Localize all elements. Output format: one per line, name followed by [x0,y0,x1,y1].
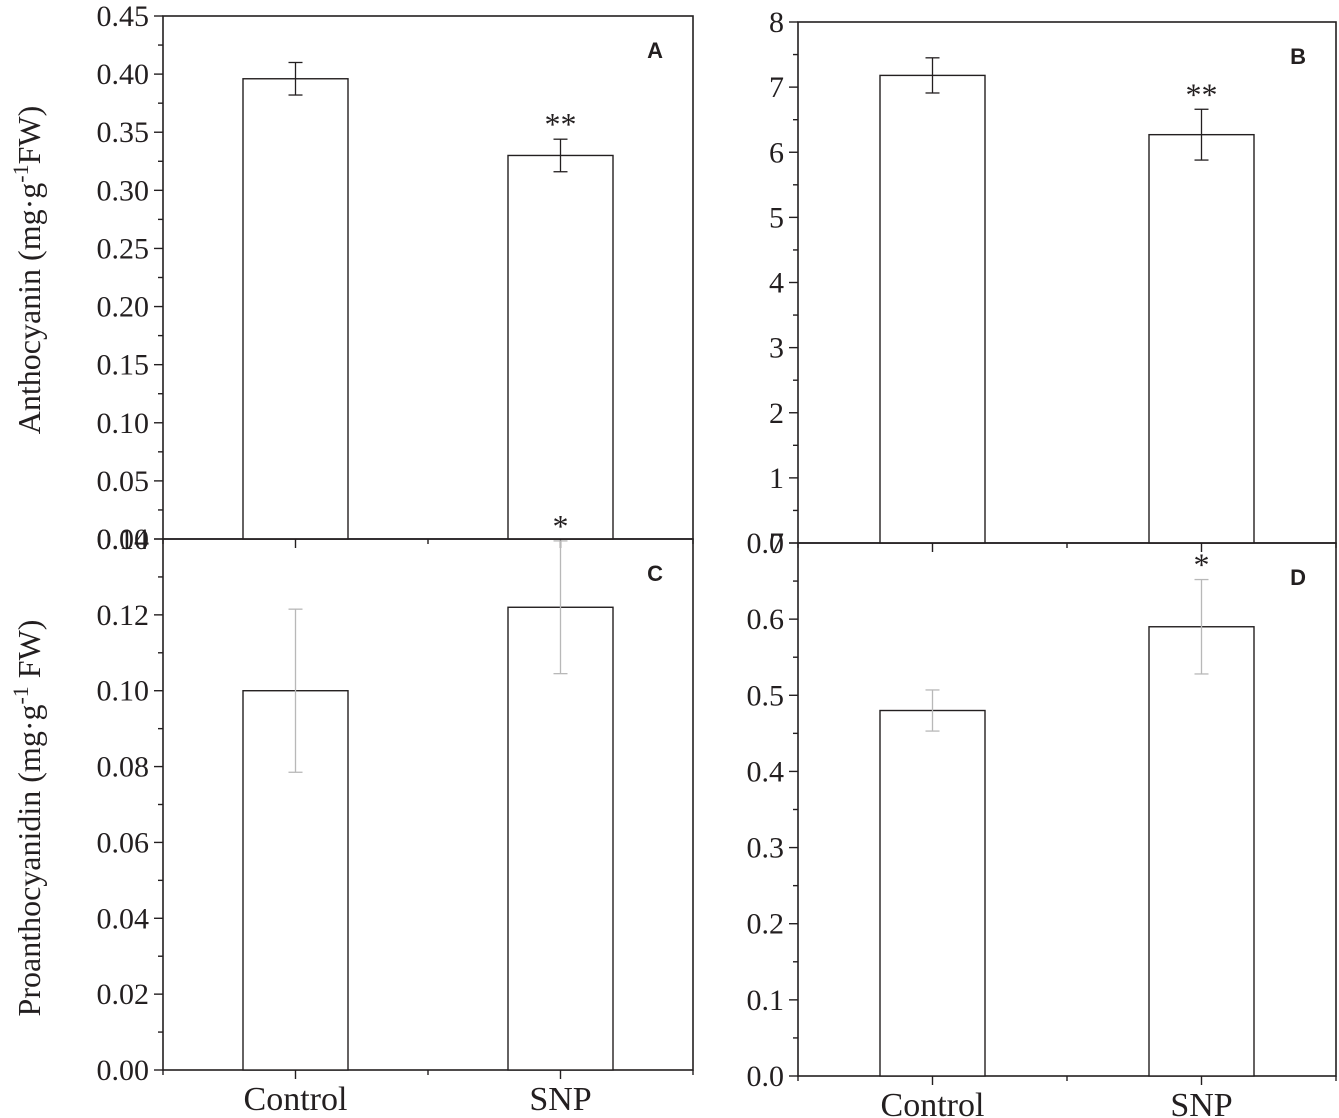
plot-frame [797,542,1337,1077]
bar-control [879,709,986,1077]
y-tick-label: 0.10 [97,407,150,440]
y-tick-label: 0.25 [97,232,150,265]
y-tick-label: 0.00 [97,1054,150,1087]
error-bar-snp [553,138,568,173]
y-tick-label: 0.02 [97,978,150,1011]
y-tick-label: 0.2 [747,908,785,941]
significance-mark: ** [545,106,577,142]
panel-letter: A [647,38,663,63]
y-tick-label: 0.45 [97,0,150,33]
error-bar-control [288,608,303,773]
y-tick-label: 8 [769,6,784,39]
y-tick-label: 0.00 [97,523,150,556]
y-tick-label: 0.15 [97,349,150,382]
y-tick-label: 2 [769,397,784,430]
error-bar-control [925,57,940,94]
y-tick-label: 0.5 [747,679,785,712]
chart-panel-c: 0.00 0.02 0.04 0.06 0.08 0.10 0.12 0.14 Control *… [8,508,694,1118]
y-tick-label: 0.6 [747,603,785,636]
x-category-label: SNP [1170,1087,1232,1118]
x-category-label: Control [881,1087,985,1118]
error-bar-snp [1194,578,1209,675]
y-tick-label: 0.1 [747,984,785,1017]
y-tick-label: 0.20 [97,291,150,324]
chart-panel-a: 0.00 0.05 0.10 0.15 0.20 0.25 0.30 0.35 0.40 0.45… [8,0,694,556]
bar-control [879,74,986,544]
y-tick-label: 1 [769,462,784,495]
y-tick-label: 0.14 [97,523,150,556]
bar-control [242,78,349,540]
plot-frame [797,21,1337,544]
error-bar-snp [553,540,568,675]
error-bar-control [288,61,303,96]
y-tick-label: 0.4 [747,755,785,788]
panel-letter: B [1290,44,1306,69]
y-tick-label: 0.12 [97,599,150,632]
y-tick-label: 0.0 [747,1060,785,1093]
y-tick-label: 0 [769,527,784,560]
bar-snp [507,154,614,540]
panel-letter: D [1290,565,1306,590]
y-tick-label: 0.7 [747,527,785,560]
significance-mark: * [553,508,569,544]
y-tick-label: 0.10 [97,675,150,708]
y-tick-label: 0.06 [97,826,150,859]
y-tick-label: 0.05 [97,465,150,498]
x-category-label: Control [244,1081,348,1118]
y-tick-label: 4 [769,267,784,300]
bar-snp [507,606,614,1071]
y-tick-label: 0.08 [97,751,150,784]
y-tick-label: 0.30 [97,174,150,207]
significance-mark: ** [1186,76,1218,112]
y-tick-label: 0.3 [747,832,785,865]
y-tick-label: 0.04 [97,902,150,935]
y-axis-label: Proanthocyanidin (mg·g-1 FW) [8,620,47,1017]
y-tick-label: 5 [769,201,784,234]
error-bar-snp [1194,108,1209,161]
chart-panel-d: 0.0 0.1 0.2 0.3 0.4 0.5 0.6 0.7 Control * SNP D [747,527,1337,1118]
y-tick-label: 7 [769,71,784,104]
x-category-label: SNP [529,1081,591,1118]
chart-panel-b: 0 1 2 3 4 5 6 7 8 ** B [769,6,1337,560]
y-tick-label: 3 [769,332,784,365]
y-tick-label: 0.40 [97,58,150,91]
error-bar-control [925,689,940,732]
significance-mark: * [1194,547,1210,583]
panel-letter: C [647,561,663,586]
y-tick-label: 6 [769,136,784,169]
bar-snp [1148,626,1255,1077]
y-axis-label: Anthocyanin (mg·g-1FW) [8,106,47,434]
y-tick-label: 0.35 [97,116,150,149]
bar-snp [1148,133,1255,544]
